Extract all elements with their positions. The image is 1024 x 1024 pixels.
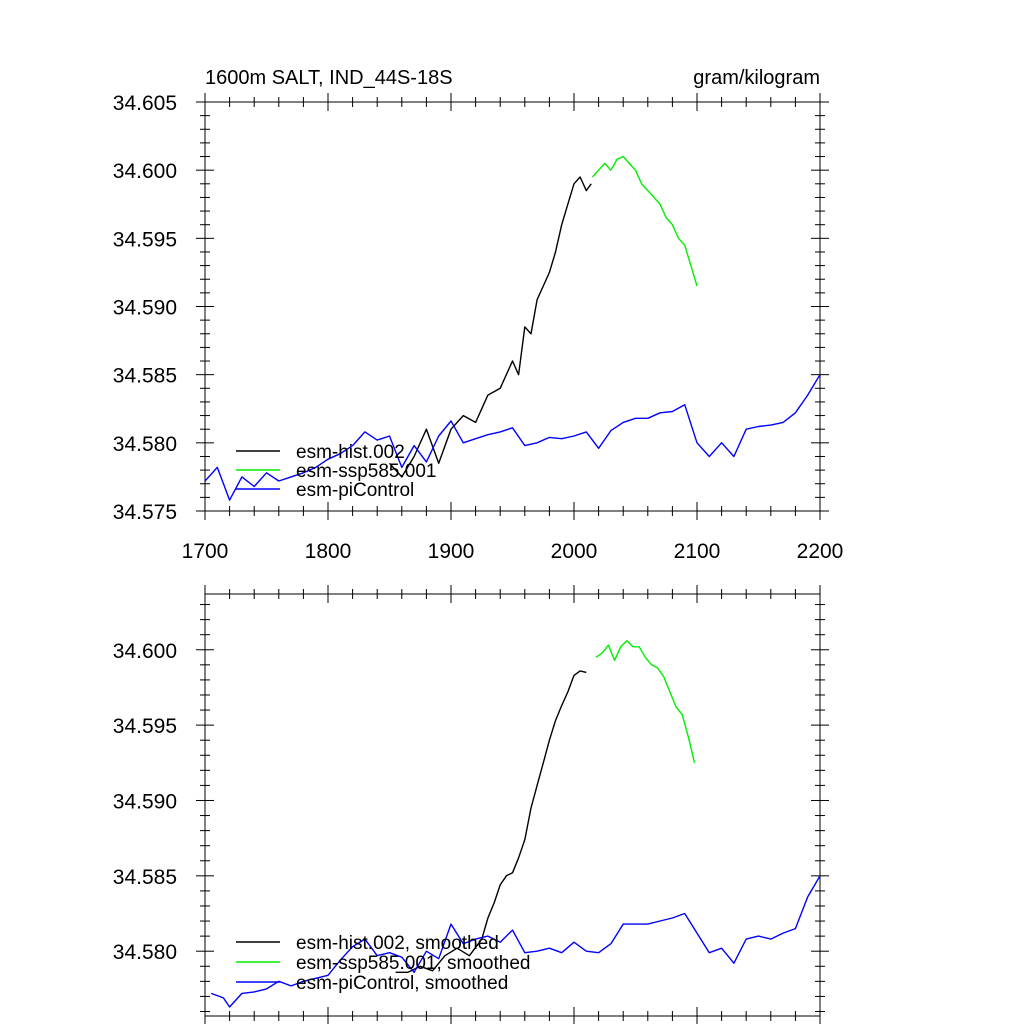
y-tick-label: 34.605 <box>113 92 177 115</box>
x-tick-label: 2100 <box>674 540 721 563</box>
series-line-1 <box>395 670 587 973</box>
y-tick-label: 34.590 <box>113 297 177 320</box>
plot-frame <box>204 593 821 1017</box>
legend-label-1: esm-hist.002, smoothed <box>296 933 499 954</box>
series-line-2 <box>591 155 698 287</box>
series-line-2 <box>595 640 696 763</box>
x-tick-label: 1700 <box>182 540 229 563</box>
chart-title: 1600m SALT, IND_44S-18S <box>205 67 453 89</box>
y-tick-label: 34.585 <box>113 365 177 388</box>
series-group <box>210 640 820 1008</box>
chart-2 <box>196 585 829 1024</box>
series-line-3 <box>210 875 820 1008</box>
legend-label-1: esm-hist.002 <box>296 442 405 463</box>
series-line-1 <box>388 176 592 478</box>
y-tick-label: 34.595 <box>113 228 177 251</box>
y-tick-label: 34.585 <box>113 866 177 889</box>
x-tick-label: 2000 <box>551 540 598 563</box>
y-tick-label: 34.580 <box>113 941 177 964</box>
series-line-3 <box>205 374 820 501</box>
y-tick-label: 34.580 <box>113 433 177 456</box>
x-tick-label: 1800 <box>305 540 352 563</box>
y-tick-label: 34.600 <box>113 640 177 663</box>
legend-label-3: esm-piControl <box>296 480 414 501</box>
legend-label-3: esm-piControl, smoothed <box>296 973 508 994</box>
y-tick-label: 34.590 <box>113 790 177 813</box>
units-label: gram/kilogram <box>693 67 820 89</box>
chart-1 <box>196 93 829 520</box>
legend-label-2: esm-ssp585.001 <box>296 461 436 482</box>
series-group <box>205 155 820 501</box>
x-tick-label: 1900 <box>428 540 475 563</box>
x-tick-label: 2200 <box>797 540 844 563</box>
y-tick-label: 34.600 <box>113 160 177 183</box>
y-tick-label: 34.595 <box>113 715 177 738</box>
legend-label-2: esm-ssp585.001, smoothed <box>296 953 530 974</box>
y-tick-label: 34.575 <box>113 501 177 524</box>
